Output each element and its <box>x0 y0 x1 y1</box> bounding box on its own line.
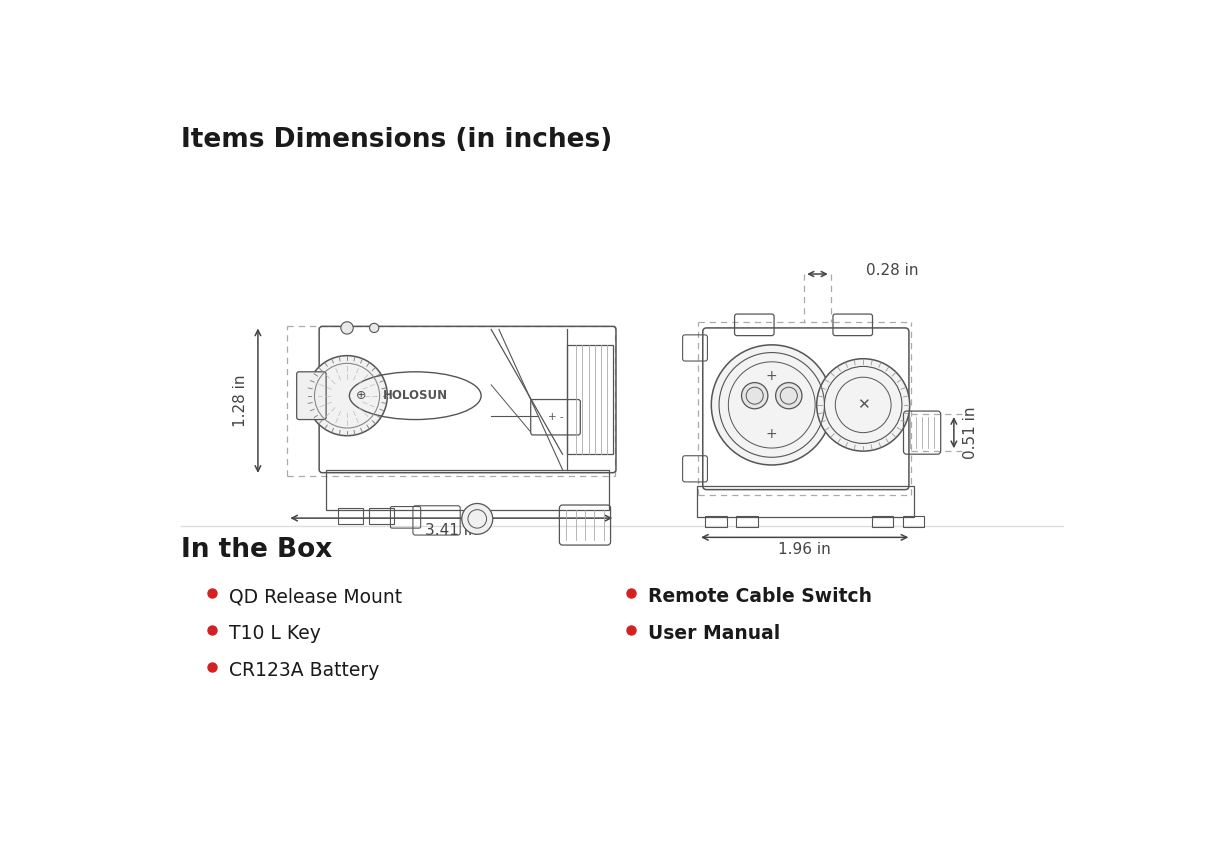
Text: +: + <box>766 369 777 382</box>
Circle shape <box>776 382 802 409</box>
Text: T10 L Key: T10 L Key <box>229 624 322 643</box>
Circle shape <box>341 322 353 334</box>
Text: 1.28 in: 1.28 in <box>233 375 249 427</box>
Text: HOLOSUN: HOLOSUN <box>382 389 448 402</box>
Text: In the Box: In the Box <box>181 538 333 564</box>
Text: Items Dimensions (in inches): Items Dimensions (in inches) <box>181 127 612 153</box>
Bar <box>736 515 758 527</box>
Text: 0.28 in: 0.28 in <box>866 263 918 277</box>
Text: ⊕: ⊕ <box>356 389 367 402</box>
Circle shape <box>461 503 493 534</box>
Bar <box>705 515 727 527</box>
Bar <box>697 486 914 516</box>
Circle shape <box>711 344 833 465</box>
Bar <box>327 470 609 509</box>
Text: CR123A Battery: CR123A Battery <box>229 661 380 680</box>
Circle shape <box>742 382 768 409</box>
Text: +: + <box>766 427 777 442</box>
Text: QD Release Mount: QD Release Mount <box>229 588 402 606</box>
Circle shape <box>307 356 387 436</box>
Text: Remote Cable Switch: Remote Cable Switch <box>648 588 872 606</box>
Text: ✕: ✕ <box>857 398 869 412</box>
Bar <box>567 344 613 454</box>
Text: + -: + - <box>548 412 563 423</box>
Bar <box>903 515 924 527</box>
Circle shape <box>369 323 379 332</box>
Text: 3.41 in: 3.41 in <box>425 523 477 538</box>
Text: 0.51 in: 0.51 in <box>964 406 978 459</box>
Bar <box>337 509 363 523</box>
Text: 1.96 in: 1.96 in <box>778 542 832 557</box>
Bar <box>872 515 894 527</box>
Bar <box>369 509 393 523</box>
FancyBboxPatch shape <box>296 372 327 419</box>
Circle shape <box>817 359 909 451</box>
Text: User Manual: User Manual <box>648 624 781 643</box>
